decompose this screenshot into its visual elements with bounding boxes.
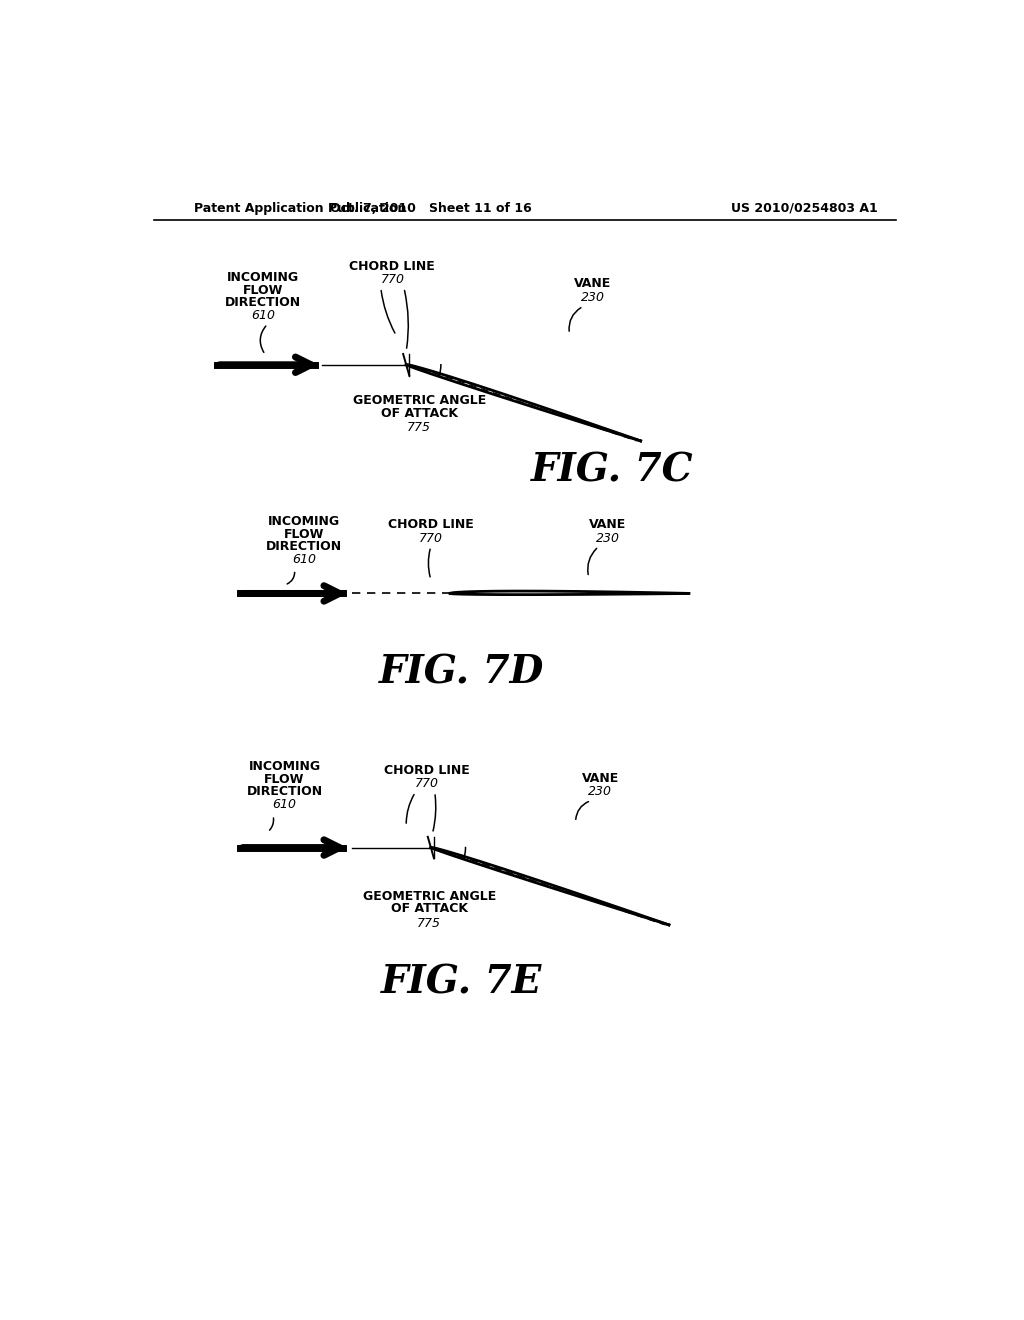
- Text: 775: 775: [418, 916, 441, 929]
- Text: 770: 770: [415, 777, 439, 791]
- Text: 610: 610: [251, 309, 275, 322]
- Text: 230: 230: [596, 532, 620, 545]
- Text: DIRECTION: DIRECTION: [266, 540, 342, 553]
- Text: OF ATTACK: OF ATTACK: [391, 902, 468, 915]
- Text: FLOW: FLOW: [284, 528, 324, 541]
- Text: 770: 770: [380, 273, 404, 286]
- Text: GEOMETRIC ANGLE: GEOMETRIC ANGLE: [352, 395, 486, 408]
- Text: FLOW: FLOW: [264, 772, 305, 785]
- Text: US 2010/0254803 A1: US 2010/0254803 A1: [731, 202, 878, 215]
- Text: 610: 610: [272, 797, 297, 810]
- Text: FIG. 7C: FIG. 7C: [530, 451, 693, 490]
- Text: INCOMING: INCOMING: [227, 271, 299, 284]
- Text: DIRECTION: DIRECTION: [225, 296, 301, 309]
- Text: CHORD LINE: CHORD LINE: [388, 519, 474, 532]
- Text: VANE: VANE: [582, 772, 618, 785]
- Text: GEOMETRIC ANGLE: GEOMETRIC ANGLE: [362, 890, 496, 903]
- Text: VANE: VANE: [573, 277, 611, 290]
- Text: CHORD LINE: CHORD LINE: [349, 260, 435, 273]
- Text: Patent Application Publication: Patent Application Publication: [194, 202, 407, 215]
- Text: 230: 230: [581, 290, 604, 304]
- Text: INCOMING: INCOMING: [267, 515, 340, 528]
- Text: Oct. 7, 2010   Sheet 11 of 16: Oct. 7, 2010 Sheet 11 of 16: [330, 202, 531, 215]
- Text: OF ATTACK: OF ATTACK: [381, 407, 458, 420]
- Text: FIG. 7E: FIG. 7E: [381, 964, 543, 1002]
- Text: FLOW: FLOW: [243, 284, 284, 297]
- Text: 775: 775: [408, 421, 431, 434]
- Text: INCOMING: INCOMING: [249, 760, 321, 774]
- Text: 610: 610: [292, 553, 315, 566]
- Text: DIRECTION: DIRECTION: [247, 785, 323, 797]
- Text: 770: 770: [419, 532, 442, 545]
- Text: CHORD LINE: CHORD LINE: [384, 764, 470, 777]
- Text: FIG. 7D: FIG. 7D: [379, 653, 545, 692]
- Text: 230: 230: [588, 785, 612, 797]
- Text: VANE: VANE: [590, 519, 627, 532]
